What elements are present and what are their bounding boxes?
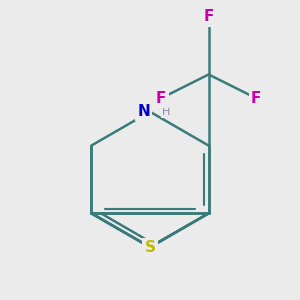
Text: H: H bbox=[162, 107, 171, 117]
Text: S: S bbox=[145, 240, 155, 255]
Text: F: F bbox=[203, 9, 214, 24]
Text: F: F bbox=[251, 91, 261, 106]
Text: N: N bbox=[137, 104, 150, 119]
Text: F: F bbox=[156, 91, 166, 106]
